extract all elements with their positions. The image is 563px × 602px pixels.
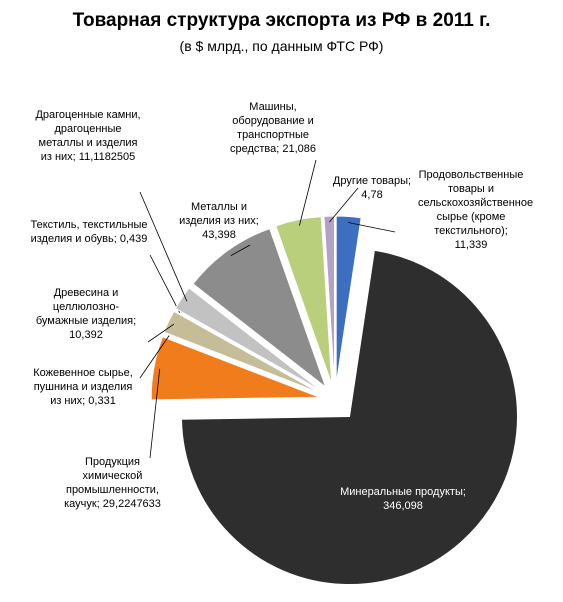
label-separator: ; [72, 151, 79, 163]
value-label: 10,392 [69, 329, 103, 341]
label-separator: ; [462, 486, 466, 498]
leader-line [299, 159, 317, 226]
data-label: Кожевенное сырье, пушнина и изделия из н… [28, 366, 138, 408]
label-separator: ; [113, 233, 120, 245]
leader-line [348, 222, 396, 233]
data-label: Продукция химической промышленности, кау… [55, 455, 170, 511]
pie-slice [163, 310, 321, 394]
pie-slice [150, 336, 320, 401]
leader-line [147, 323, 175, 343]
pie-slice [192, 227, 327, 389]
chart-subtitle: (в $ млрд., по данным ФТС РФ) [179, 38, 384, 54]
chart-title: Товарная структура экспорта из РФ в 2011… [72, 10, 491, 31]
label-separator: ; [96, 498, 103, 510]
label-separator: ; [504, 225, 508, 237]
label-separator: ; [82, 395, 89, 407]
category-name: Древесина и целлюлозно-бумажные изделия [35, 287, 134, 327]
data-label: Текстиль, текстильные изделия и обувь; 0… [30, 218, 148, 246]
leader-line [149, 368, 161, 459]
pie-slice [181, 249, 518, 586]
category-name: Другие товары [332, 175, 409, 187]
value-label: 0,439 [119, 233, 148, 245]
data-label: Металлы и изделия из них; 43,398 [170, 200, 268, 242]
data-label: Минеральные продукты; 346,098 [338, 485, 468, 513]
value-label: 11,1182505 [78, 151, 136, 163]
data-label: Драгоценные камни, драгоценные металлы и… [34, 108, 142, 164]
label-separator: ; [408, 175, 412, 187]
category-name: Машины, оборудование и транспортные сред… [229, 101, 314, 155]
value-label: 346,098 [383, 500, 423, 512]
pie-slice [174, 287, 322, 392]
data-label: Другие товары; 4,78 [324, 174, 420, 202]
category-name: Продукция химической промышленности, кау… [64, 456, 160, 510]
pie-slice [335, 215, 362, 385]
category-name: Драгоценные камни, драгоценные металлы и… [35, 109, 141, 163]
pie-slice [162, 332, 321, 395]
leader-line [149, 254, 181, 314]
value-label: 43,398 [202, 229, 236, 241]
data-label: Машины, оборудование и транспортные сред… [214, 100, 332, 156]
category-name: Металлы и изделия из них [179, 201, 256, 227]
value-label: 21,086 [282, 143, 317, 155]
leader-line [139, 335, 170, 379]
category-name: Кожевенное сырье, пушнина и изделия из н… [33, 367, 133, 407]
category-name: Продовольственные товары и сельскохозяйс… [418, 169, 534, 237]
label-separator: ; [255, 215, 259, 227]
category-name: Минеральные продукты [340, 486, 463, 498]
pie-slice [173, 308, 322, 393]
value-label: 4,78 [361, 189, 383, 201]
value-label: 0,331 [88, 395, 116, 407]
leader-line [329, 187, 359, 223]
label-separator: ; [133, 315, 137, 327]
data-label: Древесина и целлюлозно-бумажные изделия;… [30, 286, 142, 342]
value-label: 11,339 [454, 239, 488, 251]
pie-slice [275, 216, 333, 385]
leader-line [139, 191, 188, 302]
category-name: Текстиль, текстильные изделия и обувь [30, 219, 148, 245]
data-label: Продовольственные товары и сельскохозяйс… [418, 168, 533, 252]
label-separator: ; [276, 143, 283, 155]
leader-line [230, 244, 251, 256]
value-label: 29,2247633 [102, 498, 161, 510]
